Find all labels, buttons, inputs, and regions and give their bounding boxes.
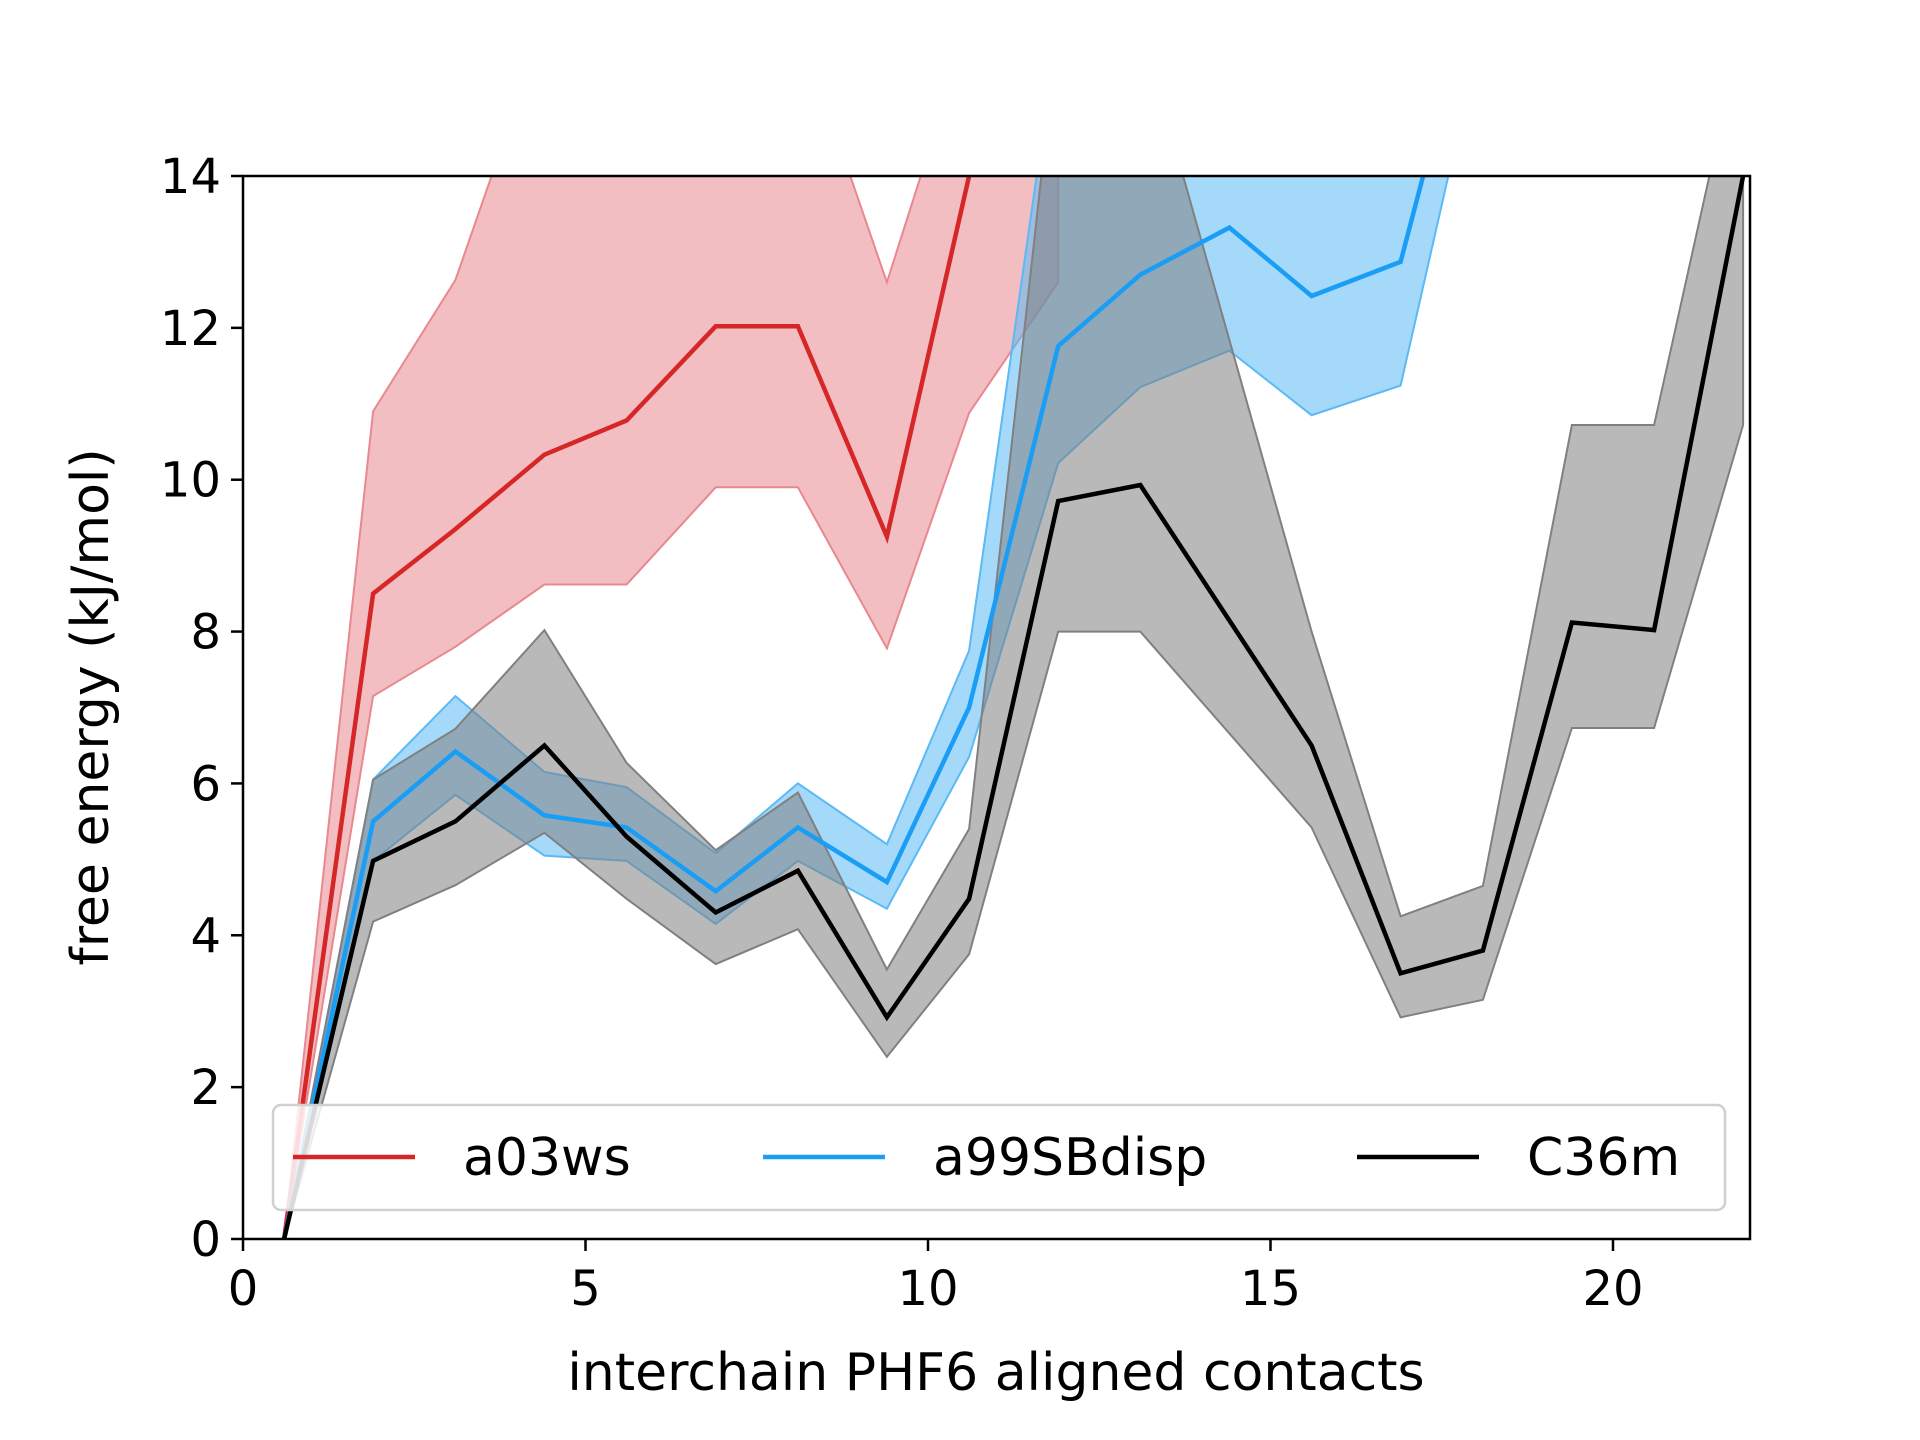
x-tick-label: 0 — [228, 1261, 259, 1317]
x-tick-label: 15 — [1240, 1261, 1301, 1317]
y-tick-label: 10 — [160, 453, 221, 509]
legend-box — [271, 1103, 1727, 1212]
y-tick-label: 6 — [190, 756, 221, 812]
legend-label-c36m: C36m — [1527, 1128, 1680, 1188]
line-a03ws — [281, 176, 972, 1239]
y-tick-label: 12 — [160, 301, 221, 357]
plot-frame — [241, 174, 1752, 1241]
line-a99sbdisp — [281, 176, 1426, 1239]
legend-label-a99sbdisp: a99SBdisp — [933, 1128, 1207, 1188]
y-axis-label: free energy (kJ/mol) — [61, 448, 121, 965]
y-tick-label: 8 — [190, 605, 221, 661]
y-tick-label: 0 — [190, 1212, 221, 1268]
y-tick-label: 14 — [160, 149, 221, 205]
x-tick-label: 10 — [897, 1261, 958, 1317]
y-tick-label: 2 — [190, 1060, 221, 1116]
line-c36m — [281, 176, 1746, 1239]
legend-label-a03ws: a03ws — [463, 1128, 631, 1188]
y-tick-label: 4 — [190, 908, 221, 964]
x-axis-label: interchain PHF6 aligned contacts — [567, 1343, 1424, 1403]
x-tick-label: 5 — [570, 1261, 601, 1317]
band-a03ws — [283, 176, 1060, 1239]
x-tick-label: 20 — [1582, 1261, 1643, 1317]
legend: a03ws a99SBdisp C36m — [271, 1103, 1727, 1212]
